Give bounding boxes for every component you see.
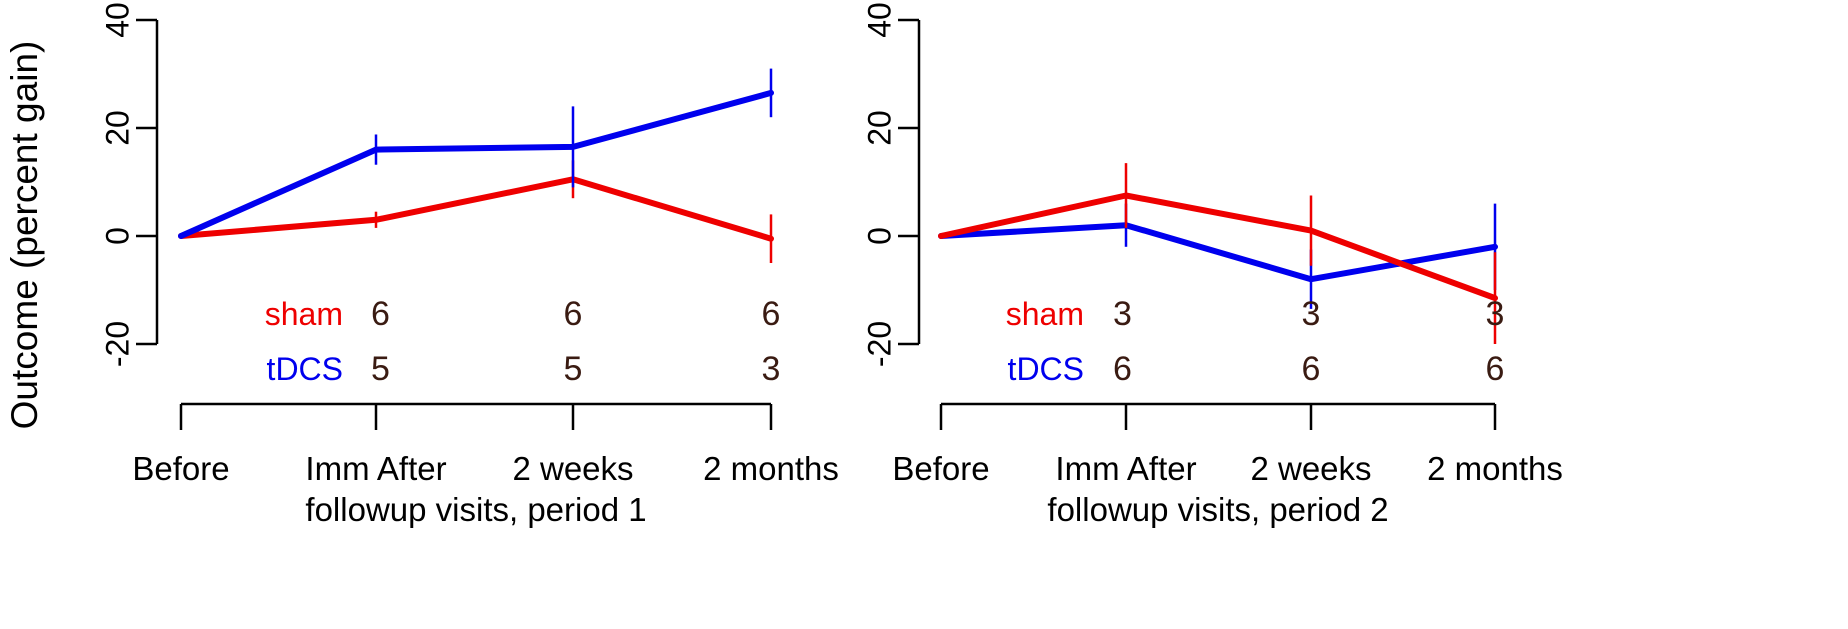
x-axis-label: followup visits, period 1 [305, 491, 646, 528]
y-axis-label: Outcome (percent gain) [4, 41, 45, 430]
x-axis-label: followup visits, period 2 [1047, 491, 1388, 528]
x-tick-label: Before [892, 450, 989, 487]
series-line-sham [178, 176, 774, 242]
count-sham: 3 [1113, 295, 1132, 333]
group-label-sham: sham [1006, 296, 1084, 332]
count-sham: 3 [1486, 295, 1505, 333]
x-tick-label: Imm After [305, 450, 446, 487]
x-tick-label: 2 months [1427, 450, 1563, 487]
series-line-sham [938, 192, 1498, 302]
panel-1: -20 0 20 40 Before Imm After 2 weeks 2 months fo… [99, 2, 838, 528]
y-tick-label: -20 [99, 321, 135, 367]
x-tick-label: Before [132, 450, 229, 487]
y-tick-label: 0 [99, 227, 135, 245]
count-sham: 3 [1302, 295, 1321, 333]
group-label-sham: sham [265, 296, 343, 332]
panel-2: -20 0 20 40 Before Imm After 2 weeks 2 months fo… [861, 2, 1562, 528]
x-tick-label: 2 months [703, 450, 839, 487]
x-tick-label: 2 weeks [512, 450, 633, 487]
group-label-tdcs: tDCS [1008, 351, 1084, 387]
count-tdcs: 5 [564, 350, 583, 388]
y-tick-label: 20 [99, 110, 135, 146]
count-tdcs: 6 [1302, 350, 1321, 388]
count-tdcs: 6 [1113, 350, 1132, 388]
y-tick-label: 40 [99, 2, 135, 38]
y-tick-label: 20 [861, 110, 897, 146]
count-sham: 6 [371, 295, 390, 333]
x-tick-label: Imm After [1055, 450, 1196, 487]
x-tick-label: 2 weeks [1250, 450, 1371, 487]
count-tdcs: 3 [762, 350, 781, 388]
count-sham: 6 [564, 295, 583, 333]
series-line-tdcs [938, 222, 1498, 283]
count-tdcs: 6 [1486, 350, 1505, 388]
group-label-tdcs: tDCS [267, 351, 343, 387]
y-tick-label: 40 [861, 2, 897, 38]
count-sham: 6 [762, 295, 781, 333]
y-tick-label: -20 [861, 321, 897, 367]
count-tdcs: 5 [371, 350, 390, 388]
series-line-tdcs [178, 89, 774, 239]
y-tick-label: 0 [861, 227, 897, 245]
